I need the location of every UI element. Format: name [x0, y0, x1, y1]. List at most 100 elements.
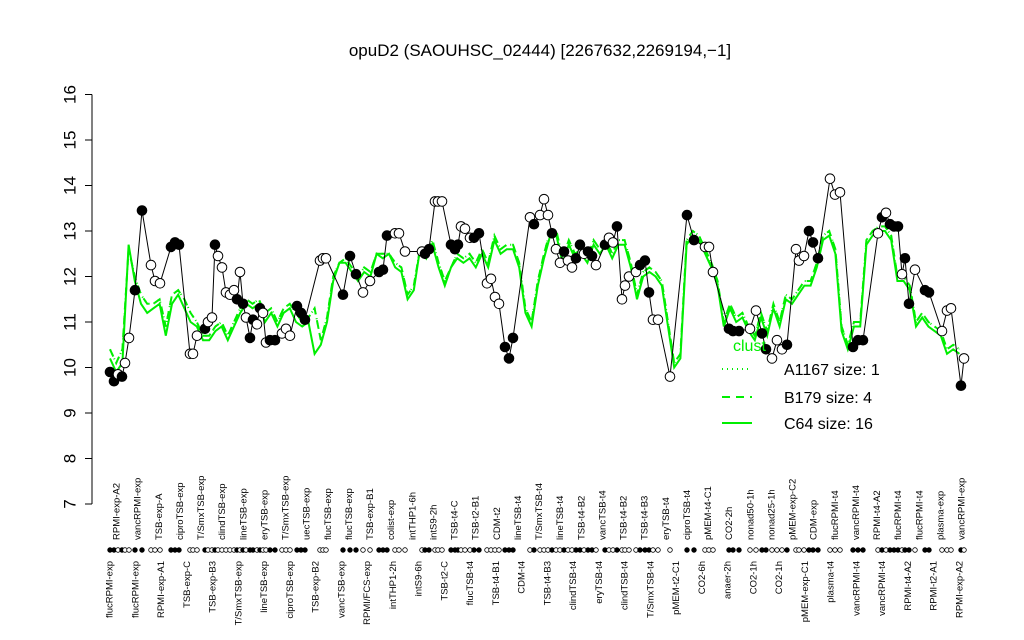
- rug-mark: [126, 547, 132, 553]
- rug-mark: [194, 547, 200, 553]
- data-point: [771, 334, 783, 346]
- data-point: [688, 234, 700, 246]
- data-point: [344, 250, 356, 262]
- x-tick-label: CO2-1h: [748, 561, 759, 594]
- data-point: [485, 273, 497, 285]
- y-tick-label: 10: [60, 358, 79, 377]
- y-tick-label: 14: [60, 176, 79, 195]
- rug-mark: [736, 547, 742, 553]
- x-tick-label: flucTSB-exp: [344, 488, 355, 540]
- data-point: [216, 262, 228, 273]
- data-point: [590, 259, 602, 271]
- x-tick-label: vancTSB-exp: [336, 561, 347, 618]
- data-point: [664, 371, 676, 382]
- data-point: [607, 237, 619, 248]
- rug-mark: [139, 547, 145, 553]
- x-tick-label: colist-exp: [386, 500, 397, 540]
- x-tick-label: TSB-t4-B2: [619, 496, 630, 540]
- x-tick-label: vancRPMI-exp: [133, 478, 144, 540]
- x-tick-label: clindTSB-t4: [620, 561, 631, 610]
- x-tick-label: eryTSB-t4: [661, 497, 672, 540]
- data-point: [473, 228, 485, 239]
- data-point: [744, 323, 756, 335]
- data-point: [643, 287, 655, 298]
- rug-mark: [810, 547, 816, 553]
- rug-mark: [763, 547, 769, 553]
- rug-marks: [107, 547, 967, 553]
- data-point: [299, 314, 311, 326]
- data-point: [703, 241, 715, 253]
- rug-mark: [637, 547, 643, 553]
- x-tick-label: flucRPMI-exp: [130, 561, 141, 618]
- rug-mark: [860, 547, 866, 553]
- data-point: [538, 193, 550, 205]
- x-tick-label: nonad50-1h: [745, 489, 756, 540]
- data-point: [364, 275, 376, 287]
- x-tick-label: TSB-exp-C: [182, 561, 193, 608]
- data-points: [104, 173, 970, 392]
- x-tick-label: intTHP1-6h: [407, 492, 418, 540]
- x-tick-label: TSB-t4-C: [450, 500, 461, 540]
- data-point: [639, 255, 651, 266]
- x-tick-label: flucTSB-t4: [465, 561, 476, 605]
- y-tick-label: 13: [60, 222, 79, 241]
- rug-mark: [769, 547, 775, 553]
- x-tick-label: T/SmxTSB-t4: [534, 483, 545, 540]
- rug-mark: [462, 547, 468, 553]
- rug-mark: [650, 547, 656, 553]
- x-tick-label: lineTSB-exp: [259, 561, 270, 613]
- data-point: [244, 332, 256, 344]
- rug-mark: [774, 547, 780, 553]
- x-tick-label: TSB-t4-B2: [576, 496, 587, 540]
- rug-mark: [796, 547, 802, 553]
- data-point: [191, 330, 203, 342]
- data-point: [145, 259, 157, 271]
- data-point: [903, 298, 915, 310]
- rug-mark: [837, 547, 843, 553]
- data-point: [616, 294, 628, 305]
- x-tick-label: uecTSB-exp: [302, 488, 313, 540]
- rug-mark: [353, 547, 359, 553]
- x-tick-label: T/SmxTSB-t4: [645, 561, 656, 618]
- data-point: [119, 357, 131, 369]
- data-point: [459, 223, 471, 234]
- rug-mark: [340, 547, 346, 553]
- data-point: [872, 228, 884, 239]
- data-point: [452, 239, 464, 250]
- data-point: [923, 287, 935, 298]
- y-tick-label: 11: [60, 313, 79, 331]
- x-tick-label: pMEM-t4-C1: [703, 486, 714, 540]
- data-point: [212, 250, 224, 262]
- rug-mark: [961, 547, 967, 553]
- legend-label-b179: B179 size: 4: [784, 390, 872, 407]
- data-point: [546, 228, 558, 239]
- rug-mark: [439, 547, 445, 553]
- data-point: [228, 284, 240, 296]
- x-tick-label: plasma-exp: [935, 491, 946, 540]
- rug-mark: [302, 547, 308, 553]
- data-point: [399, 246, 411, 257]
- data-point: [958, 353, 970, 364]
- data-point: [173, 239, 185, 250]
- x-tick-label: RPMI/FCS-exp: [362, 561, 373, 625]
- data-point: [574, 239, 586, 250]
- rug-mark: [157, 547, 163, 553]
- data-point: [834, 187, 846, 198]
- x-tick-label: flucRPMI-exp: [105, 561, 116, 618]
- data-point: [129, 284, 141, 296]
- x-tick-label: vancRPMI-t4: [851, 485, 862, 540]
- data-point: [269, 334, 281, 346]
- rug-mark: [710, 547, 716, 553]
- rug-mark: [347, 547, 353, 553]
- rug-mark: [667, 547, 673, 553]
- x-tick-label: intS9-2h: [428, 505, 439, 540]
- x-tick-label: CDM-exp: [809, 500, 820, 540]
- x-tick-label: TSB-exp-B3: [208, 561, 219, 613]
- data-point: [807, 237, 819, 248]
- data-point: [945, 303, 957, 314]
- data-point: [756, 328, 768, 339]
- rug-mark: [832, 547, 838, 553]
- x-tick-label: RPMI-exp-A1: [156, 561, 167, 618]
- data-point: [136, 205, 148, 216]
- data-point: [652, 314, 664, 326]
